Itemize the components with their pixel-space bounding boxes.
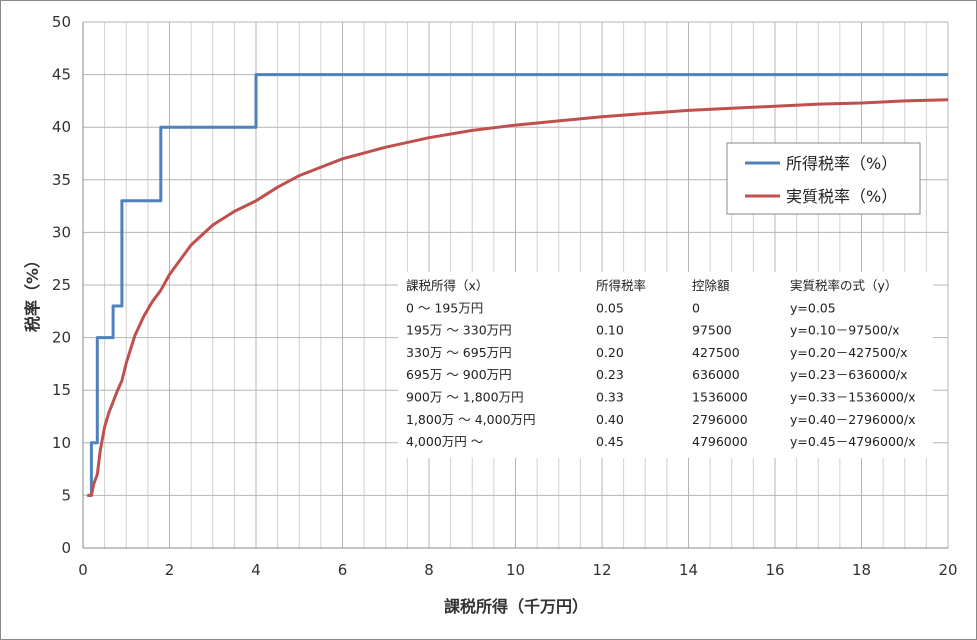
legend-label-effective-tax: 実質税率（%） xyxy=(786,187,897,206)
table-cell: y=0.40－2796000/x xyxy=(790,412,915,427)
table-cell: y=0.33－1536000/x xyxy=(790,390,915,405)
x-axis-title: 課税所得（千万円） xyxy=(444,597,588,616)
table-cell: 636000 xyxy=(692,367,740,382)
table-header-cell: 所得税率 xyxy=(596,278,646,293)
table-cell: 195万 ～ 330万円 xyxy=(406,323,512,338)
y-tick-label: 15 xyxy=(52,381,71,399)
table-cell: 4,000万円 ～ xyxy=(406,434,483,449)
table-cell: 330万 ～ 695万円 xyxy=(406,345,512,360)
table-cell: 2796000 xyxy=(692,412,748,427)
legend-box xyxy=(726,142,921,215)
table-cell: 0.20 xyxy=(596,345,624,360)
table-cell: 0.10 xyxy=(596,323,624,338)
table-cell: 0 ～ 195万円 xyxy=(406,300,483,315)
x-tick-label: 16 xyxy=(765,561,784,579)
table-cell: y=0.45－4796000/x xyxy=(790,434,915,449)
series-line-effective-tax xyxy=(87,98,949,497)
y-tick-label: 10 xyxy=(52,434,71,452)
table-cell: 0.45 xyxy=(596,434,624,449)
x-tick-label: 12 xyxy=(592,561,611,579)
y-tick-label: 45 xyxy=(52,66,71,84)
x-tick-label: 8 xyxy=(424,561,434,579)
table-cell: y=0.23－636000/x xyxy=(790,367,908,382)
table-cell: 0 xyxy=(692,300,700,315)
x-tick-label: 18 xyxy=(852,561,871,579)
table-cell: y=0.20－427500/x xyxy=(790,345,908,360)
y-tick-label: 40 xyxy=(52,118,71,136)
tax-bracket-table: 課税所得（x） 所得税率 控除額 実質税率の式（y） 0 ～ 195万円 0.05 0 y=0… xyxy=(398,272,933,458)
table-cell: 0.05 xyxy=(596,300,624,315)
table-cell: 97500 xyxy=(692,323,732,338)
y-tick-label: 0 xyxy=(61,539,71,557)
tick-labels: 0 2 4 6 8 10 12 14 16 18 20 0 5 10 15 20 25 30 35 40 45 50 xyxy=(52,13,958,579)
table-cell: 427500 xyxy=(692,345,740,360)
table-header-cell: 課税所得（x） xyxy=(406,278,488,293)
legend-label-income-tax: 所得税率（%） xyxy=(786,154,897,173)
table-cell: y=0.05 xyxy=(790,300,836,315)
x-tick-label: 4 xyxy=(251,561,261,579)
table-cell: 695万 ～ 900万円 xyxy=(406,367,512,382)
x-tick-label: 20 xyxy=(938,561,957,579)
x-tick-label: 0 xyxy=(78,561,88,579)
table-cell: 0.23 xyxy=(596,367,624,382)
table-cell: 900万 ～ 1,800万円 xyxy=(406,390,524,405)
y-tick-label: 5 xyxy=(61,486,71,504)
y-tick-label: 20 xyxy=(52,329,71,347)
x-tick-label: 6 xyxy=(338,561,348,579)
table-cell: y=0.10－97500/x xyxy=(790,323,900,338)
table-background xyxy=(398,272,933,458)
table-header-cell: 実質税率の式（y） xyxy=(790,278,897,293)
x-tick-label: 10 xyxy=(506,561,525,579)
y-tick-label: 25 xyxy=(52,276,71,294)
legend: 所得税率（%） 実質税率（%） xyxy=(726,142,921,215)
series-lines xyxy=(87,73,949,497)
table-cell: 1536000 xyxy=(692,390,748,405)
series-line-income-tax xyxy=(87,73,948,497)
x-tick-label: 2 xyxy=(165,561,175,579)
y-tick-label: 30 xyxy=(52,223,71,241)
table-header-cell: 控除額 xyxy=(692,278,730,293)
y-tick-label: 50 xyxy=(52,13,71,31)
x-tick-label: 14 xyxy=(679,561,698,579)
y-axis-title: 税率（%） xyxy=(23,252,42,332)
table-cell: 0.40 xyxy=(596,412,624,427)
table-cell: 1,800万 ～ 4,000万円 xyxy=(406,412,536,427)
table-cell: 4796000 xyxy=(692,434,748,449)
y-tick-label: 35 xyxy=(52,171,71,189)
table-cell: 0.33 xyxy=(596,390,624,405)
